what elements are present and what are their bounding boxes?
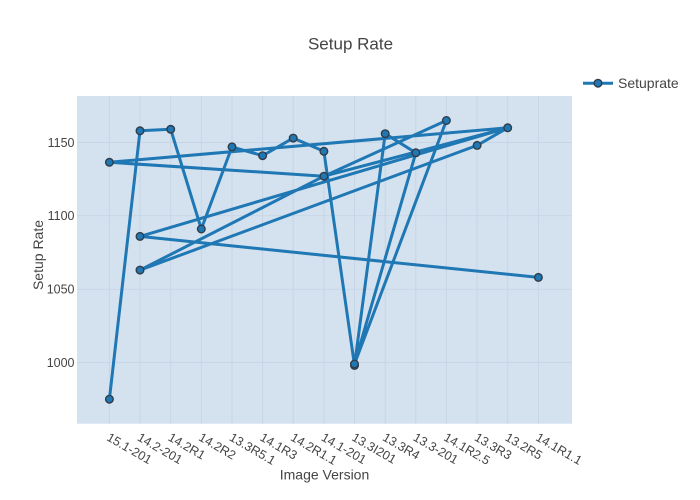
svg-text:Image Version: Image Version [280,467,370,483]
svg-text:Setup Rate: Setup Rate [30,220,46,290]
svg-text:1050: 1050 [47,283,75,297]
svg-text:Setup Rate: Setup Rate [308,35,393,54]
svg-text:1000: 1000 [47,356,75,370]
svg-text:1100: 1100 [48,209,75,223]
svg-text:Setuprate: Setuprate [618,75,679,91]
svg-text:1150: 1150 [48,136,75,150]
